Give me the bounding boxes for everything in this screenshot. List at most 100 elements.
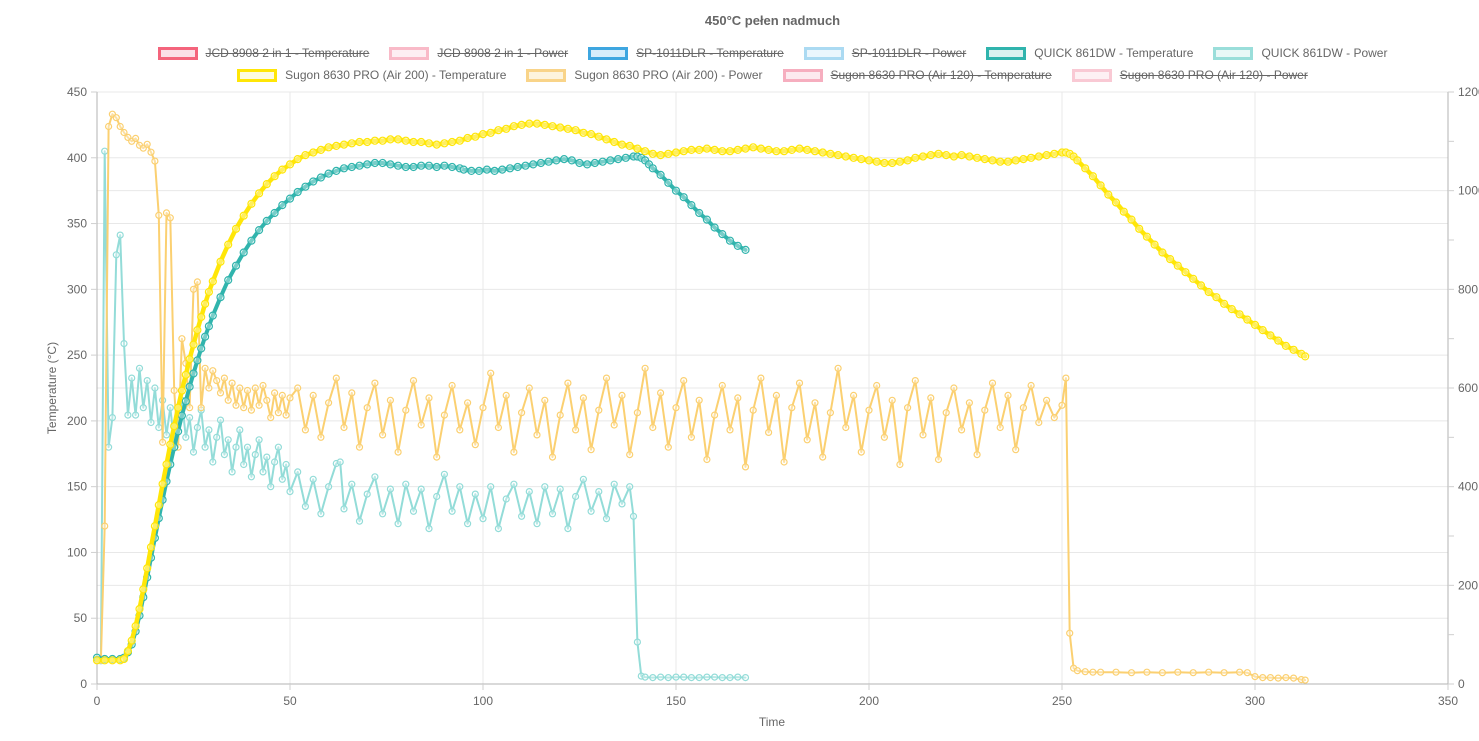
series-point (123, 646, 133, 656)
series-point (826, 149, 835, 158)
series-point (208, 277, 217, 286)
series-point (402, 480, 410, 488)
legend-item-3[interactable]: SP-1011DLR - Power (803, 46, 966, 60)
series-point (641, 673, 649, 681)
series-point (317, 433, 325, 441)
series-point (301, 426, 309, 434)
y-left-tick-label: 100 (67, 545, 87, 559)
x-tick-label: 250 (1052, 694, 1072, 708)
series-point (274, 409, 282, 417)
legend-swatch (526, 68, 567, 82)
legend-item-8[interactable]: Sugon 8630 PRO (Air 120) - Temperature (782, 68, 1052, 82)
series-point (463, 133, 472, 143)
legend-item-0[interactable]: JCD 8908 2 in 1 - Temperature (157, 46, 369, 60)
series-point (1251, 672, 1259, 681)
series-point (92, 656, 102, 665)
series-point (104, 122, 113, 131)
series-point (710, 673, 719, 681)
series-point (548, 453, 557, 461)
series-point (189, 448, 198, 456)
series-point (455, 136, 464, 145)
series-point (274, 443, 282, 451)
series-point (339, 140, 349, 149)
series-point (490, 166, 499, 175)
series-point (324, 143, 333, 152)
series-point (973, 451, 981, 459)
x-tick-label: 200 (859, 694, 879, 708)
legend-item-1[interactable]: JCD 8908 2 in 1 - Power (389, 46, 568, 60)
legend-swatch (1071, 68, 1112, 82)
series-point (911, 153, 920, 162)
series-point (1220, 669, 1228, 677)
series-point (278, 201, 287, 210)
series-point (988, 379, 997, 387)
series-point (147, 418, 155, 427)
series-point (810, 147, 820, 156)
series-point (332, 141, 341, 150)
series-point (247, 406, 255, 414)
legend-item-2[interactable]: SP-1011DLR - Temperature (588, 46, 784, 60)
series-point (633, 638, 642, 646)
series-point (648, 149, 657, 158)
series-point (981, 406, 989, 414)
series-point (432, 140, 441, 149)
series-point (710, 223, 719, 232)
series-point (587, 507, 595, 515)
series-point (278, 165, 287, 174)
series-point (417, 485, 425, 493)
series-point (177, 411, 186, 420)
y-left-tick-label: 50 (74, 611, 88, 625)
series-point (1235, 668, 1244, 676)
series-point (186, 414, 194, 422)
series-point (633, 409, 642, 417)
series-point (888, 158, 897, 168)
series-point (1243, 669, 1251, 677)
series-point (448, 381, 456, 390)
legend-item-7[interactable]: Sugon 8630 PRO (Air 200) - Power (526, 68, 763, 82)
series-point (541, 483, 549, 491)
series-point (224, 276, 233, 285)
series-point (656, 170, 665, 179)
series-point (189, 369, 198, 378)
series-point (880, 158, 889, 168)
series-point (942, 409, 950, 417)
series-point (857, 448, 865, 456)
series-point (339, 164, 349, 173)
series-point (1127, 215, 1136, 224)
series-point (197, 344, 206, 353)
series-point (170, 422, 179, 431)
series-point (394, 135, 403, 144)
series-point (1142, 232, 1152, 241)
series-point (243, 443, 252, 451)
series-point (590, 158, 600, 168)
series-point (494, 423, 502, 432)
series-point (741, 673, 750, 682)
series-point (166, 214, 174, 222)
series-point (1301, 676, 1309, 684)
series-point (270, 172, 279, 181)
series-point (718, 673, 726, 682)
series-point (1111, 198, 1121, 207)
series-point (255, 436, 263, 444)
series-point (240, 404, 248, 412)
series-point (317, 510, 325, 518)
series-point (224, 396, 232, 404)
legend-swatch (389, 46, 430, 60)
series-point (764, 428, 773, 436)
series-point (209, 458, 217, 466)
series-point (208, 311, 217, 320)
series-point (440, 139, 449, 148)
series-point (309, 475, 317, 483)
legend-item-5[interactable]: QUICK 861DW - Power (1213, 46, 1387, 60)
series-point (625, 141, 634, 150)
series-point (826, 409, 835, 417)
series-point (232, 443, 240, 451)
legend-item-9[interactable]: Sugon 8630 PRO (Air 120) - Power (1071, 68, 1308, 82)
legend-item-4[interactable]: QUICK 861DW - Temperature (986, 46, 1193, 60)
series-point (285, 160, 295, 169)
series-point (475, 166, 484, 175)
series-point (1205, 668, 1213, 676)
series-point (602, 515, 611, 523)
legend-item-6[interactable]: Sugon 8630 PRO (Air 200) - Temperature (237, 68, 506, 82)
series-point (872, 157, 881, 166)
